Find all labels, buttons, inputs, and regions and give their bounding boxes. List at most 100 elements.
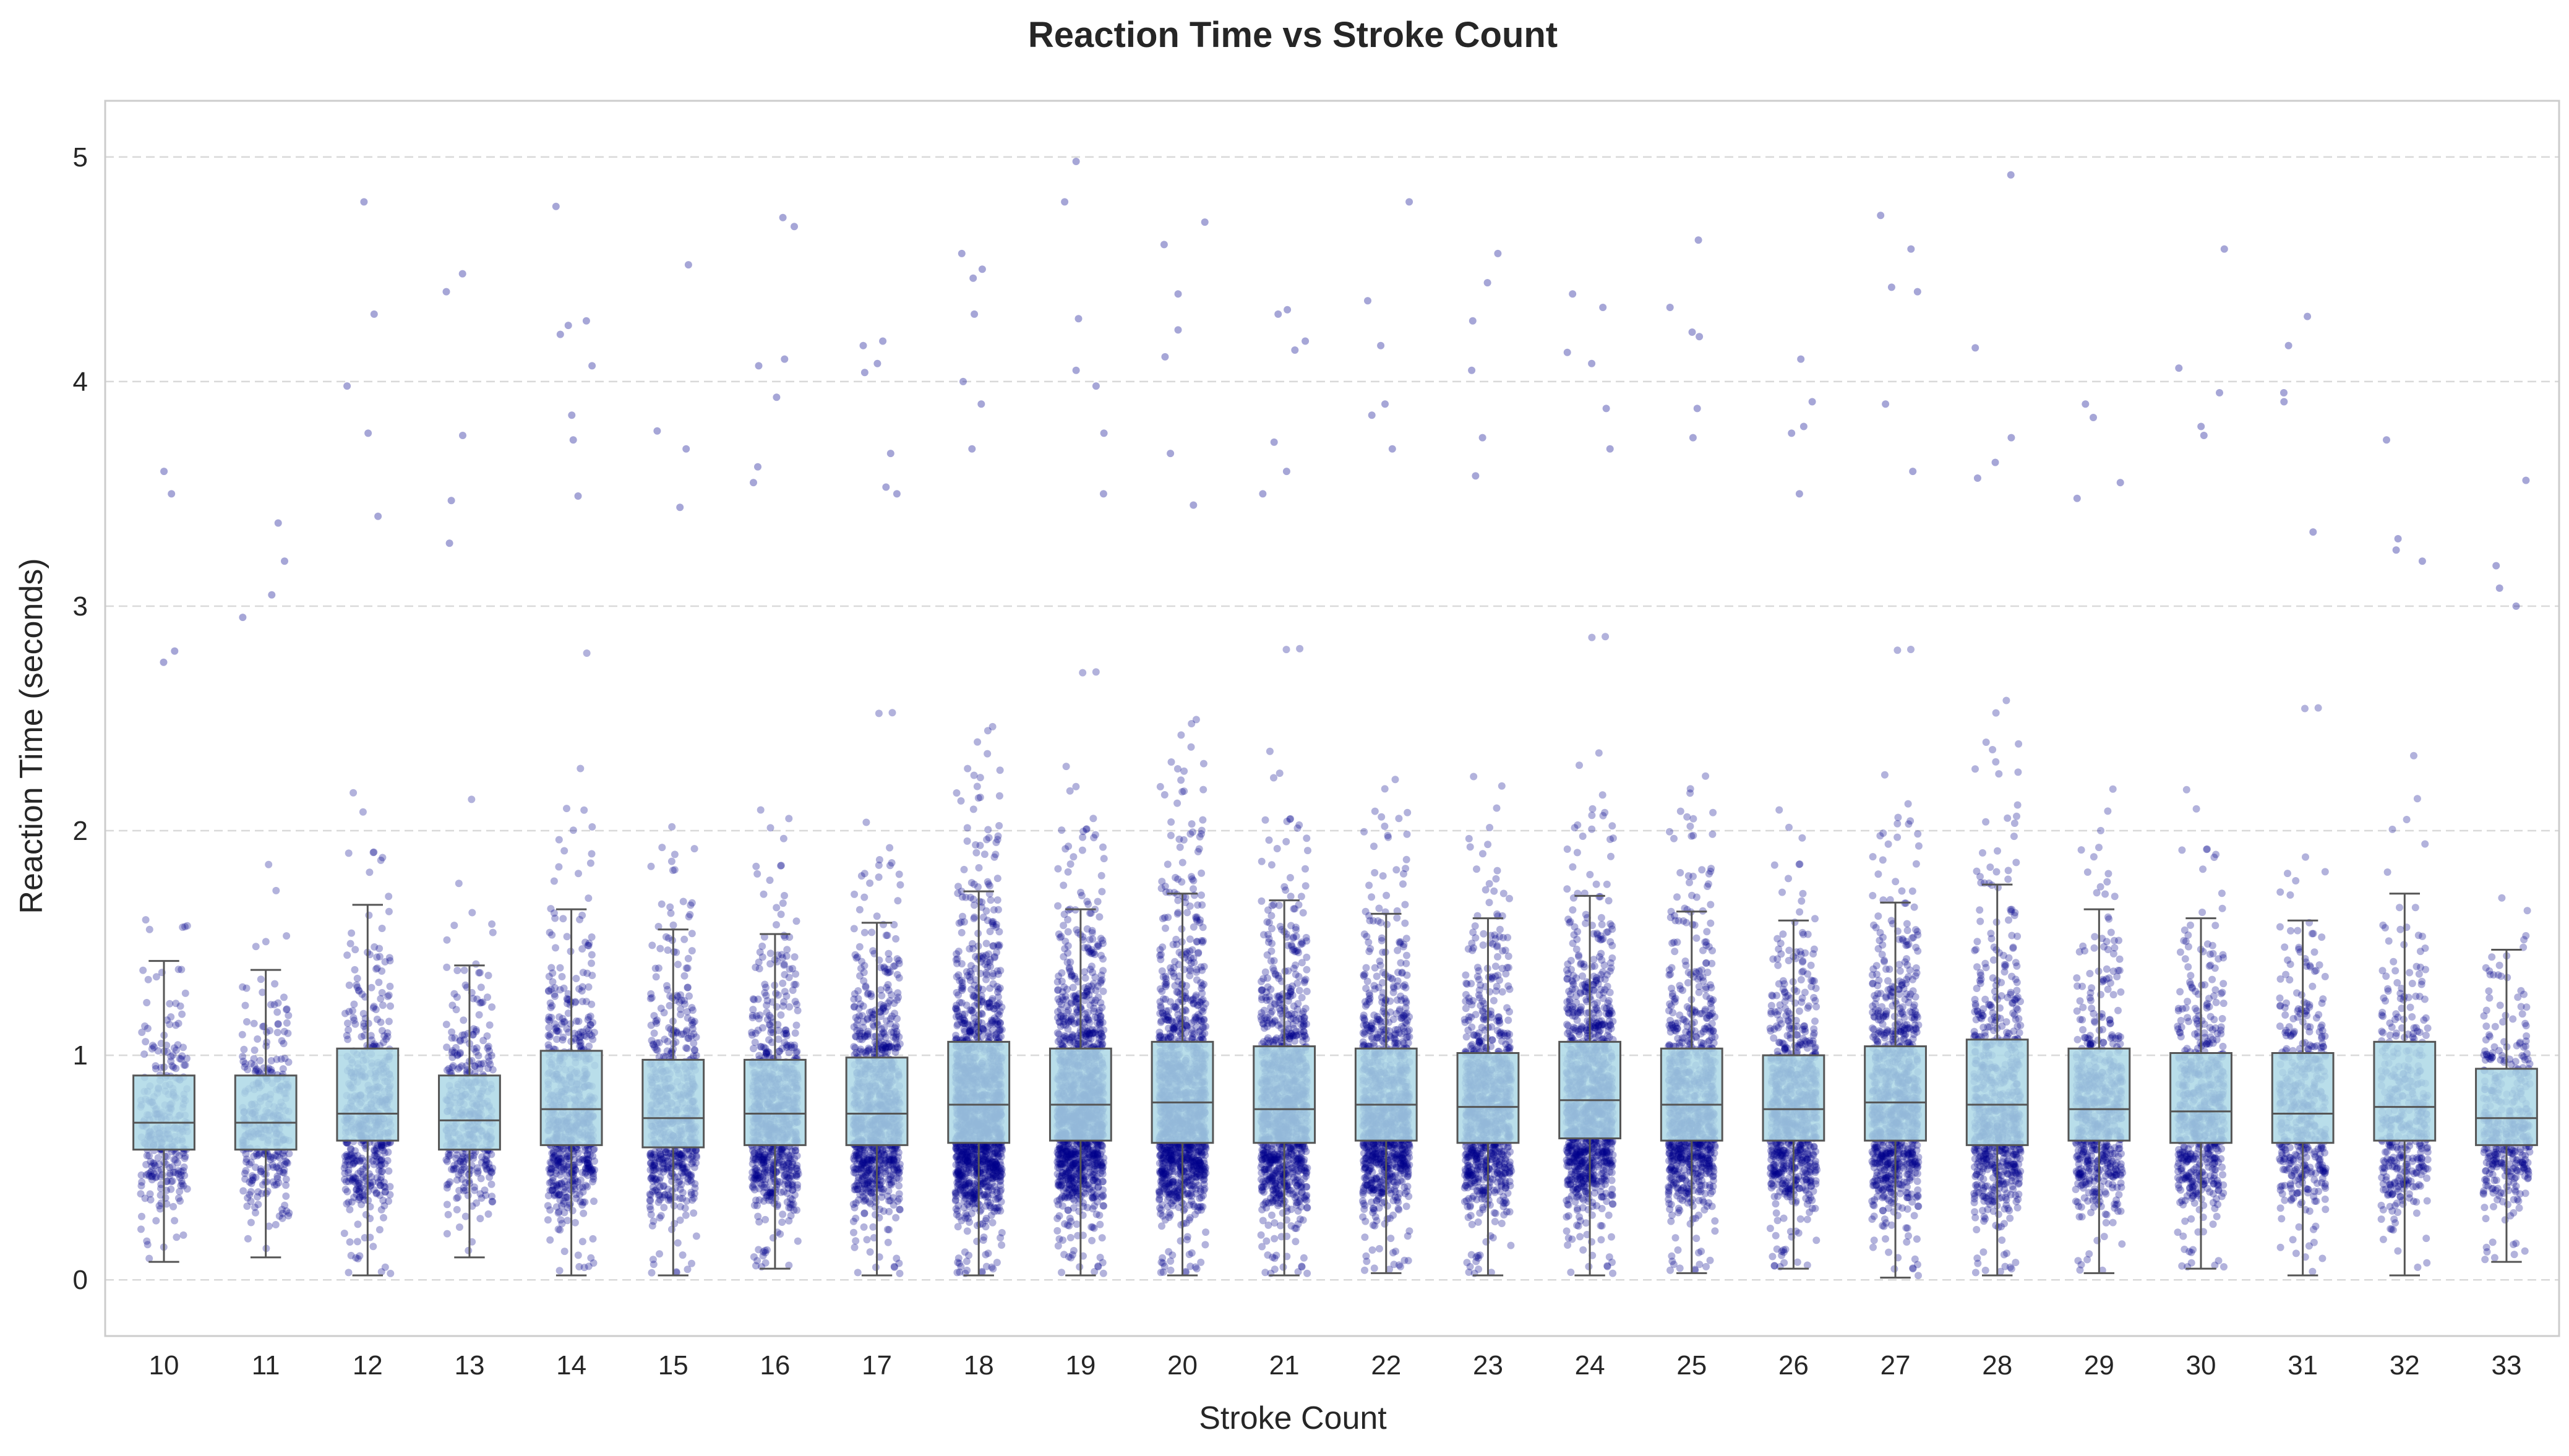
data-point [262,938,270,946]
data-point [850,1228,857,1236]
data-point [152,1173,160,1181]
data-point [680,972,688,980]
data-point [273,1008,281,1016]
outlier-point [588,362,596,370]
data-point [577,1176,585,1184]
data-point [343,951,351,959]
data-point [566,1001,574,1009]
data-point [269,1178,277,1186]
data-point [647,862,655,870]
data-point [758,942,766,950]
data-point [487,1180,495,1188]
data-point [166,1000,174,1008]
data-point [569,826,577,834]
data-point [554,1209,562,1217]
data-point [453,1205,461,1214]
data-point [239,1053,247,1061]
data-point [779,979,787,987]
data-point [545,972,553,980]
data-point [344,1019,351,1027]
data-point [170,1044,178,1052]
data-point [258,1189,266,1197]
data-point [667,909,675,917]
data-point [488,1168,496,1176]
data-point [349,1007,356,1015]
data-point [283,1207,291,1215]
data-point [787,1212,795,1220]
data-point [552,944,559,952]
data-point [674,993,682,1001]
data-point [175,1152,183,1160]
data-point [179,1167,187,1175]
data-point [753,870,761,878]
data-point [857,964,865,972]
data-point [556,1226,564,1234]
data-point [372,965,380,973]
data-point [545,1013,553,1021]
outlier-point [860,369,868,377]
data-point [178,1052,186,1060]
data-point [142,1038,150,1046]
data-point [779,1210,787,1218]
data-point [171,1156,179,1164]
data-point [766,876,774,884]
data-point [167,1057,175,1065]
data-point [367,1173,375,1181]
data-point [648,1269,656,1277]
data-point [886,862,894,870]
data-point [866,879,874,887]
data-point [884,966,892,974]
data-point [385,907,393,915]
data-point [242,1167,250,1175]
data-point [278,1214,286,1222]
data-point [547,964,555,972]
data-point [895,1259,903,1267]
data-point [488,920,496,928]
outlier-point [171,647,179,655]
data-point [457,1049,465,1056]
data-point [167,1185,175,1193]
data-point [578,998,586,1006]
data-point [350,1016,358,1024]
outlier-point [374,512,382,520]
data-point [653,1039,661,1047]
data-point [172,1000,180,1008]
outlier-point [879,337,887,345]
data-point [872,1263,880,1271]
data-point [780,1188,788,1196]
data-point [547,985,555,993]
data-point [275,1179,283,1187]
data-point [585,1013,593,1021]
data-point [362,1210,370,1218]
outlier-point [750,479,757,487]
data-point [890,1171,897,1180]
data-point [887,1181,895,1189]
data-point [358,990,366,998]
data-point [283,1019,291,1027]
data-point [152,973,160,981]
data-point [166,1163,174,1171]
data-point [564,1204,572,1212]
data-point [660,1009,668,1017]
data-point [247,1218,255,1227]
data-point [452,1006,460,1014]
data-point [652,973,660,981]
data-point [385,893,393,901]
data-point [853,1160,861,1168]
data-point [482,1156,491,1164]
data-point [975,864,983,871]
data-point [685,913,693,921]
data-point [183,1185,191,1193]
data-point [254,1035,262,1043]
data-point [476,969,484,977]
data-point [684,983,692,991]
data-point [572,1036,580,1044]
data-point [789,987,797,994]
data-point [380,1214,387,1222]
data-point [684,1265,692,1274]
data-point [679,897,687,906]
data-point [760,1183,768,1191]
data-point [575,1017,583,1026]
data-point [856,906,864,914]
